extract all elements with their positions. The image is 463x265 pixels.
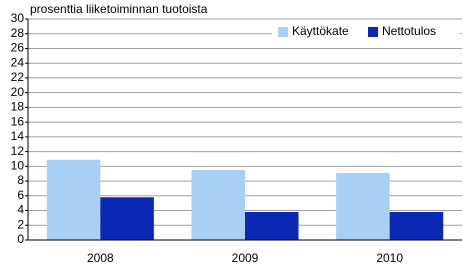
legend-box (272, 22, 460, 42)
y-tick-label: 24 (11, 55, 25, 69)
y-tick-label: 30 (11, 11, 25, 25)
legend-swatch (368, 27, 378, 37)
y-tick-label: 8 (17, 173, 24, 187)
bar (245, 212, 299, 240)
bar (46, 159, 101, 240)
bar (191, 170, 245, 240)
legend-swatch (278, 27, 288, 37)
legend-label: Nettotulos (382, 24, 436, 38)
x-tick-label: 2009 (232, 251, 259, 265)
y-tick-label: 2 (17, 217, 24, 231)
y-tick-label: 4 (17, 203, 24, 217)
x-tick-label: 2010 (376, 251, 403, 265)
y-tick-label: 12 (11, 144, 25, 158)
y-tick-label: 6 (17, 188, 24, 202)
y-tick-label: 28 (11, 26, 25, 40)
y-tick-label: 18 (11, 100, 25, 114)
bar (100, 197, 154, 240)
y-axis-label: prosenttia liiketoiminnan tuotoista (30, 2, 208, 16)
y-tick-label: 20 (11, 85, 25, 99)
bar (389, 212, 444, 240)
legend-label: Käyttökate (292, 24, 349, 38)
y-tick-label: 16 (11, 114, 25, 128)
bar (336, 172, 390, 240)
y-tick-label: 10 (11, 159, 25, 173)
y-tick-label: 26 (11, 41, 25, 55)
y-tick-label: 0 (17, 232, 24, 246)
y-tick-label: 14 (11, 129, 25, 143)
y-tick-label: 22 (11, 70, 25, 84)
x-tick-label: 2008 (87, 251, 114, 265)
